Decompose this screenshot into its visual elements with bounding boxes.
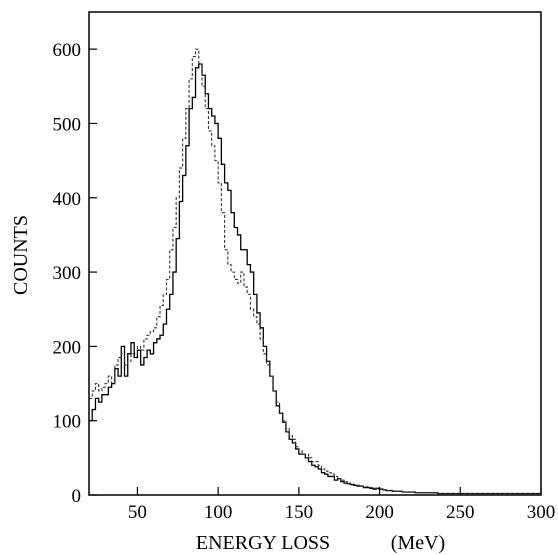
histogram-series-1 <box>89 63 541 495</box>
x-tick-label: 250 <box>446 502 475 523</box>
y-tick-label: 600 <box>53 40 82 61</box>
y-tick-label: 500 <box>53 114 82 135</box>
y-tick-label: 400 <box>53 189 82 210</box>
x-tick-label: 200 <box>365 502 394 523</box>
x-tick-label: 50 <box>128 502 147 523</box>
x-tick-label: 150 <box>285 502 314 523</box>
x-tick-label: 100 <box>204 502 233 523</box>
x-axis-title: ENERGY LOSS <box>196 532 330 554</box>
series-layer <box>89 48 541 495</box>
y-tick-label: 0 <box>72 486 82 507</box>
y-axis: 0 100 200 300 400 500 600 <box>53 40 97 507</box>
y-tick-label: 300 <box>53 263 82 284</box>
x-axis: 50 100 150 200 250 300 <box>128 487 555 523</box>
y-axis-title: COUNTS <box>10 215 32 295</box>
x-axis-unit: (MeV) <box>391 532 445 554</box>
x-tick-label: 300 <box>527 502 556 523</box>
histogram-series-2 <box>89 48 541 495</box>
y-tick-label: 200 <box>53 337 82 358</box>
plot-frame <box>88 11 542 496</box>
y-tick-label: 100 <box>53 412 82 433</box>
